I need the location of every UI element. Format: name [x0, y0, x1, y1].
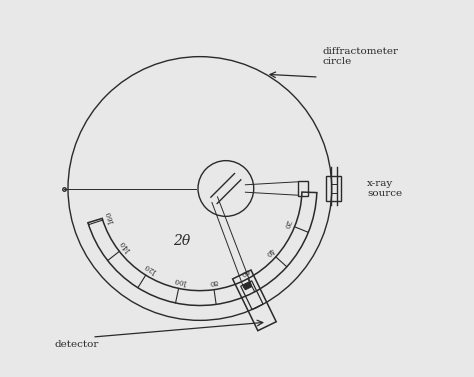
Text: 100: 100 — [173, 275, 188, 286]
Text: 80: 80 — [208, 277, 218, 286]
Text: 140: 140 — [118, 239, 133, 254]
Text: 20: 20 — [282, 218, 292, 229]
Bar — [298, 181, 308, 196]
Text: detector: detector — [55, 340, 100, 349]
Text: 2θ: 2θ — [173, 233, 190, 248]
Text: x-ray
source: x-ray source — [367, 179, 402, 198]
Bar — [326, 176, 341, 201]
Text: diffractometer
circle: diffractometer circle — [322, 46, 399, 66]
Polygon shape — [243, 282, 252, 290]
Text: 60: 60 — [238, 266, 250, 277]
Text: 160: 160 — [105, 210, 117, 225]
Text: 40: 40 — [264, 245, 276, 257]
Text: 120: 120 — [142, 261, 158, 275]
